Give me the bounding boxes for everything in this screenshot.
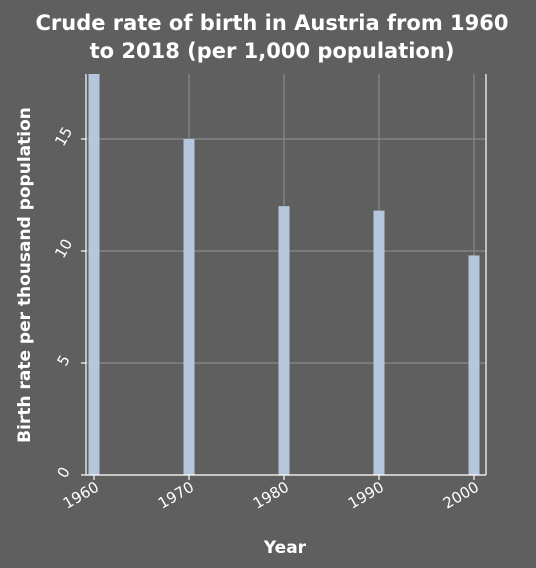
y-tick-label: 5 (53, 352, 73, 369)
bar (373, 210, 385, 475)
x-tick-label: 2000 (440, 478, 482, 513)
x-tick-label: 1980 (250, 478, 292, 513)
x-tick-label: 1990 (345, 478, 387, 513)
bars (88, 74, 480, 475)
x-tick-label: 1960 (60, 478, 102, 513)
bar (468, 255, 480, 475)
y-tick-label: 10 (51, 236, 76, 262)
tick-labels: 0 5 10 15 1960 1970 1980 1990 2000 (51, 124, 482, 513)
bar (88, 74, 100, 475)
bar (183, 138, 195, 475)
x-axis-label: Year (263, 538, 307, 558)
chart-title-line-1: Crude rate of birth in Austria from 1960 (36, 11, 509, 35)
x-tick-label: 1970 (155, 478, 197, 513)
bar (278, 206, 290, 475)
axes (81, 74, 487, 480)
y-tick-label: 15 (51, 124, 76, 150)
y-tick-label: 0 (53, 464, 73, 481)
y-axis-label: Birth rate per thousand population (15, 107, 35, 443)
chart-title-line-2: to 2018 (per 1,000 population) (90, 39, 455, 63)
